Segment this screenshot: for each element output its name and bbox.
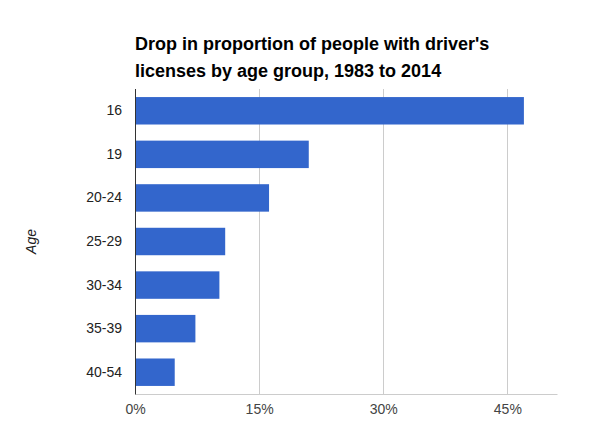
y-tick-label: 40-54 <box>86 364 122 380</box>
x-tick-label: 45% <box>494 401 522 417</box>
bar <box>135 184 269 211</box>
y-tick: 25-29 <box>86 233 135 249</box>
x-tick: 45% <box>494 394 522 417</box>
y-tick-label: 16 <box>106 102 122 118</box>
x-tick-label: 30% <box>370 401 398 417</box>
bar <box>135 97 524 124</box>
y-tick: 35-39 <box>86 320 135 336</box>
title: Drop in proportion of people with driver… <box>135 34 489 81</box>
y-tick-label: 30-34 <box>86 277 122 293</box>
x-tick: 0% <box>125 394 145 417</box>
bar <box>135 315 195 342</box>
y-tick-label: 19 <box>106 146 122 162</box>
y-axis-title: Age <box>23 229 39 255</box>
grid-line <box>383 89 384 394</box>
bar <box>135 358 175 385</box>
x-tick-label: 0% <box>125 401 145 417</box>
x-tick: 15% <box>246 394 274 417</box>
y-tick: 20-24 <box>86 189 135 205</box>
grid-line <box>507 89 508 394</box>
x-tick-label: 15% <box>246 401 274 417</box>
chart: Drop in proportion of people with driver… <box>0 0 600 437</box>
y-tick: 19 <box>106 146 135 162</box>
y-tick: 40-54 <box>86 364 135 380</box>
y-tick-label: 20-24 <box>86 189 122 205</box>
x-tick: 30% <box>370 394 398 417</box>
plot: 0% 15% 30% 45% 16 19 20-24 25-29 30-34 35-39 40-54 <box>86 89 557 417</box>
grid-line <box>135 89 136 394</box>
x-axis-line <box>136 394 558 395</box>
x-axis: 0% 15% 30% 45% <box>125 394 557 417</box>
grid <box>135 89 507 394</box>
y-tick-label: 35-39 <box>86 320 122 336</box>
y-axis-line <box>135 90 136 395</box>
y-axis: 16 19 20-24 25-29 30-34 35-39 40-54 <box>86 90 135 395</box>
y-tick: 30-34 <box>86 277 135 293</box>
grid-line <box>259 89 260 394</box>
title-line: Drop in proportion of people with driver… <box>135 34 489 54</box>
title-line: licenses by age group, 1983 to 2014 <box>135 61 441 81</box>
y-tick: 16 <box>106 102 135 118</box>
bar <box>135 141 309 168</box>
bar <box>135 271 219 298</box>
bars <box>135 97 524 386</box>
y-tick-label: 25-29 <box>86 233 122 249</box>
bar <box>135 228 225 255</box>
